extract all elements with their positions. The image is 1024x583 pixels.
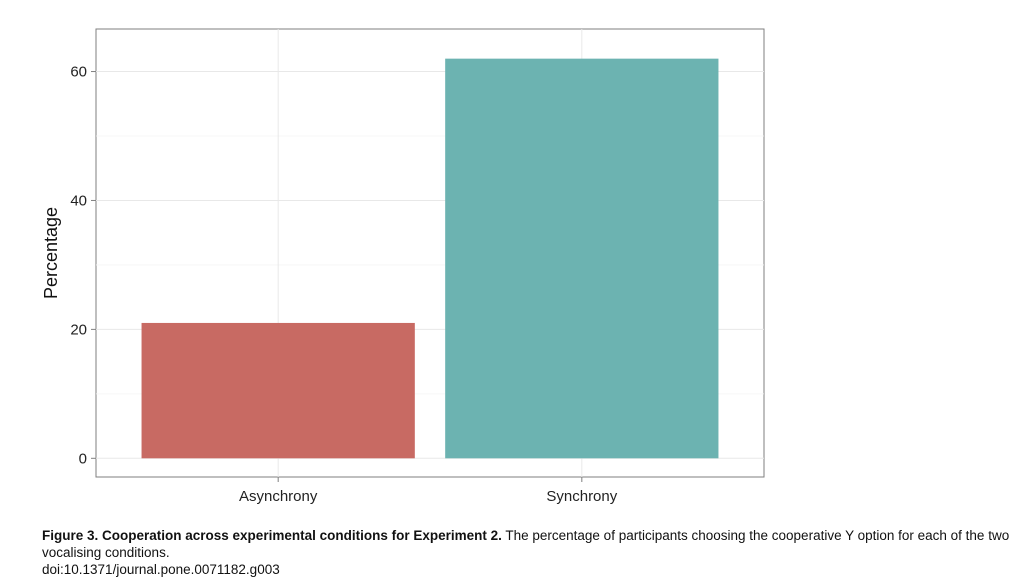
bar-asynchrony: [141, 322, 415, 459]
x-axis: Asynchrony Synchrony: [239, 477, 618, 505]
caption-doi: doi:10.1371/journal.pone.0071182.g003: [42, 562, 280, 577]
y-tick-label: 60: [70, 64, 87, 81]
bar-chart: 0 20 40 60 Asynchrony Synchrony Percentage: [41, 28, 765, 505]
caption-text: The percentage of participants choosing …: [42, 528, 1010, 560]
y-tick-label: 20: [70, 321, 87, 338]
y-axis: 0 20 40 60: [70, 64, 96, 467]
x-tick-label: Asynchrony: [239, 488, 318, 505]
y-tick-label: 0: [79, 450, 87, 467]
bars: [141, 58, 719, 459]
y-tick-label: 40: [70, 192, 87, 209]
bar-synchrony: [445, 58, 719, 459]
y-axis-title: Percentage: [41, 207, 61, 299]
caption-figure-label: Figure 3. Cooperation across experimenta…: [42, 528, 502, 543]
figure-caption: Figure 3. Cooperation across experimenta…: [42, 527, 1017, 578]
x-tick-label: Synchrony: [546, 488, 617, 505]
